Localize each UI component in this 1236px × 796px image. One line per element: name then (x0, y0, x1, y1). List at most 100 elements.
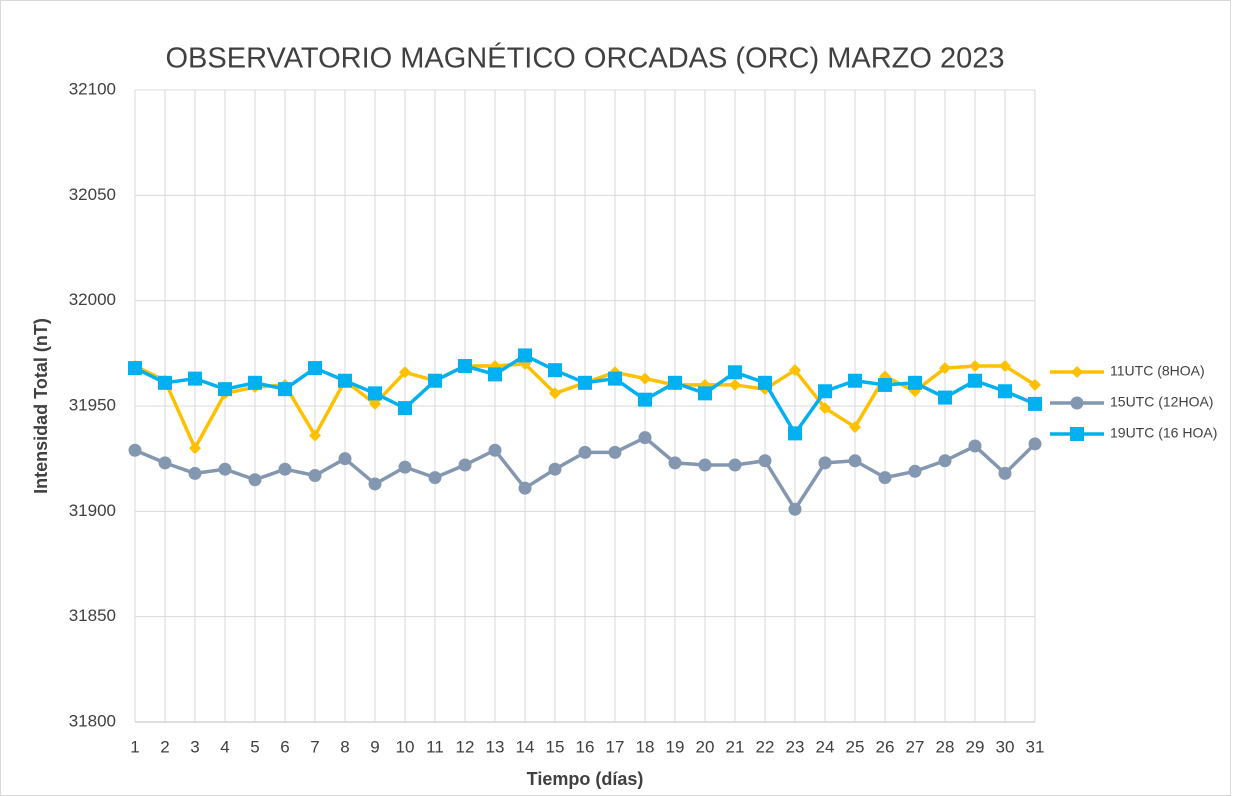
data-point (698, 458, 712, 472)
data-point (218, 382, 232, 397)
legend-label: 19UTC (16 HOA) (1110, 425, 1217, 441)
data-point (1028, 437, 1042, 451)
x-tick-label: 7 (310, 737, 319, 756)
data-point (189, 442, 201, 455)
data-point (158, 375, 172, 390)
data-point (668, 375, 682, 390)
data-point (758, 375, 772, 390)
data-point (578, 445, 592, 459)
x-tick-label: 30 (996, 737, 1015, 756)
data-point (608, 445, 622, 459)
data-point (848, 373, 862, 388)
data-point (518, 348, 532, 363)
data-point (818, 456, 832, 470)
x-tick-label: 19 (666, 737, 685, 756)
y-tick-label: 31900 (69, 501, 116, 520)
data-point (728, 458, 742, 472)
data-point (188, 466, 202, 480)
data-point (638, 431, 652, 445)
data-point (758, 454, 772, 468)
data-point (639, 372, 651, 385)
x-tick-label: 24 (816, 737, 835, 756)
data-point (548, 363, 562, 378)
data-point (248, 375, 262, 390)
x-tick-label: 3 (190, 737, 199, 756)
x-tick-label: 25 (846, 737, 865, 756)
data-point (969, 359, 981, 372)
x-tick-label: 17 (606, 737, 625, 756)
x-axis-title: Tiempo (días) (527, 769, 644, 789)
data-point (968, 439, 982, 453)
data-point (788, 502, 802, 516)
chart-title: OBSERVATORIO MAGNÉTICO ORCADAS (ORC) MAR… (166, 42, 1005, 75)
data-point (728, 365, 742, 380)
x-tick-label: 29 (966, 737, 985, 756)
data-point (488, 367, 502, 382)
y-tick-label: 31850 (69, 606, 116, 625)
data-point (578, 375, 592, 390)
legend-label: 15UTC (12HOA) (1110, 394, 1213, 410)
data-point (848, 454, 862, 468)
data-point (398, 401, 412, 416)
data-point (908, 375, 922, 390)
legend-marker (1070, 427, 1084, 441)
data-point (188, 371, 202, 386)
x-tick-label: 13 (486, 737, 505, 756)
data-point (308, 361, 322, 376)
legend-marker (1070, 396, 1084, 410)
data-point (278, 462, 292, 476)
data-point (338, 373, 352, 388)
data-point (428, 471, 442, 485)
data-point (309, 429, 321, 442)
data-point (338, 452, 352, 466)
data-point (819, 402, 831, 415)
x-tick-label: 26 (876, 737, 895, 756)
x-tick-label: 31 (1026, 737, 1045, 756)
data-point (1028, 396, 1042, 411)
data-point (789, 364, 801, 377)
x-tick-label: 18 (636, 737, 655, 756)
x-tick-label: 15 (546, 737, 565, 756)
x-tick-label: 2 (160, 737, 169, 756)
y-tick-label: 32050 (69, 185, 116, 204)
data-point (488, 443, 502, 457)
data-point (939, 362, 951, 375)
x-tick-label: 20 (696, 737, 715, 756)
x-tick-label: 14 (516, 737, 535, 756)
x-tick-label: 22 (756, 737, 775, 756)
data-point (878, 471, 892, 485)
data-point (369, 397, 381, 410)
data-point (308, 469, 322, 483)
data-point (548, 462, 562, 476)
x-tick-label: 27 (906, 737, 925, 756)
data-point (999, 359, 1011, 372)
data-point (878, 377, 892, 392)
data-point (608, 371, 622, 386)
data-point (428, 373, 442, 388)
data-point (729, 378, 741, 391)
data-point (998, 466, 1012, 480)
data-point (368, 477, 382, 491)
data-point (398, 460, 412, 474)
data-point (458, 458, 472, 472)
data-point (128, 443, 142, 457)
data-point (788, 426, 802, 441)
y-tick-label: 31800 (69, 711, 116, 730)
data-point (908, 464, 922, 478)
x-tick-label: 10 (396, 737, 415, 756)
y-tick-label: 31950 (69, 395, 116, 414)
data-point (818, 384, 832, 399)
data-point (668, 456, 682, 470)
data-point (638, 392, 652, 407)
data-point (698, 386, 712, 401)
data-point (248, 473, 262, 487)
data-point (368, 386, 382, 401)
x-tick-label: 11 (426, 737, 444, 756)
x-tick-label: 23 (786, 737, 805, 756)
x-tick-label: 5 (250, 737, 259, 756)
data-point (1029, 378, 1041, 391)
x-tick-label: 21 (726, 737, 745, 756)
x-tick-label: 28 (936, 737, 955, 756)
data-point (849, 421, 861, 434)
